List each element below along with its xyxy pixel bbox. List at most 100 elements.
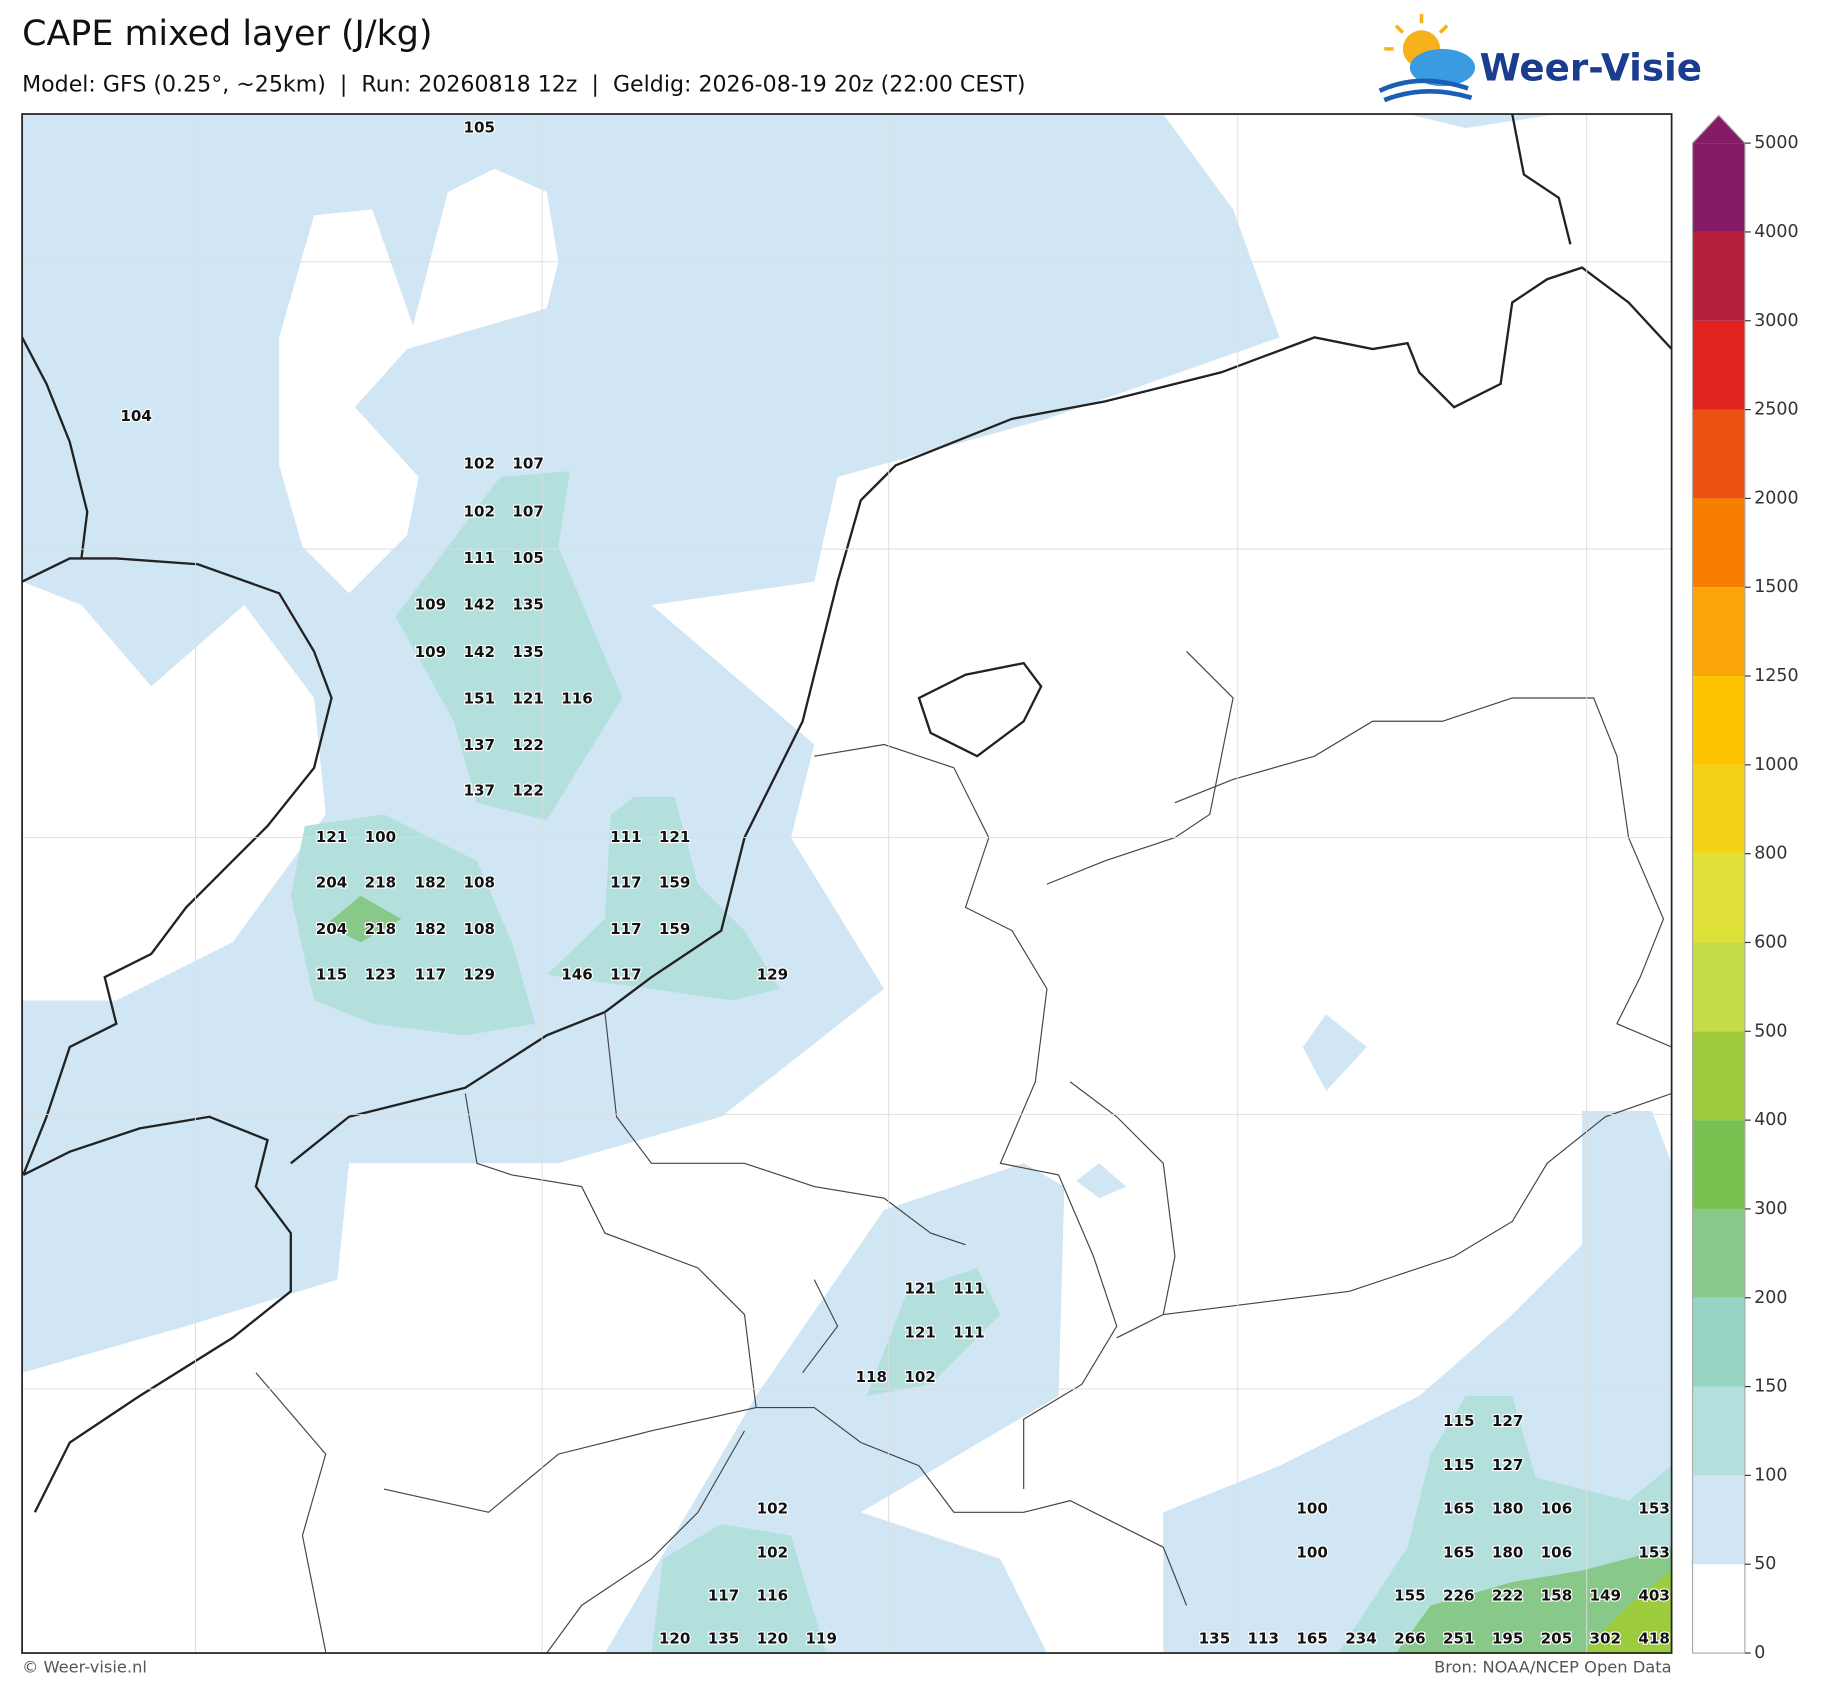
colorbar-label: 600 xyxy=(1754,932,1787,952)
value-label: 151 xyxy=(463,690,495,708)
colorbar-segment xyxy=(1692,1120,1745,1209)
value-label: 107 xyxy=(512,455,544,473)
value-label: 102 xyxy=(463,502,495,520)
value-label: 142 xyxy=(463,595,495,613)
value-label: 182 xyxy=(415,920,447,938)
map-frame xyxy=(21,113,1673,1654)
value-label: 115 xyxy=(316,965,348,983)
colorbar-segment xyxy=(1692,231,1745,321)
colorbar-label: 4000 xyxy=(1754,222,1798,242)
value-label: 108 xyxy=(463,920,495,938)
map: 105 104 102 107 102 107 111 105 109 142 135 109 142 1… xyxy=(22,114,1672,1654)
value-label: 121 xyxy=(904,1279,936,1297)
value-label: 165 xyxy=(1296,1630,1328,1648)
value-label: 100 xyxy=(1296,1544,1328,1562)
value-label: 116 xyxy=(561,690,593,708)
value-label: 180 xyxy=(1492,1499,1524,1517)
footer-left: © Weer-visie.nl xyxy=(22,1658,147,1677)
value-label: 117 xyxy=(610,873,642,891)
value-label: 195 xyxy=(1492,1630,1524,1648)
value-label: 123 xyxy=(365,965,397,983)
colorbar-label: 2500 xyxy=(1754,400,1798,420)
value-label: 102 xyxy=(904,1368,936,1386)
colorbar-segment xyxy=(1692,587,1745,677)
value-label: 127 xyxy=(1492,1412,1524,1430)
colorbar-segment xyxy=(1692,1386,1745,1476)
logo: Weer-Visie xyxy=(1378,13,1702,103)
colorbar-label: 0 xyxy=(1754,1643,1765,1663)
colorbar-label: 3000 xyxy=(1754,311,1798,331)
value-label: 119 xyxy=(805,1630,837,1648)
colorbar-extension xyxy=(1692,115,1745,144)
value-label: 218 xyxy=(365,920,397,938)
value-label: 122 xyxy=(512,782,544,800)
value-label: 108 xyxy=(463,873,495,891)
value-label: 218 xyxy=(365,873,397,891)
value-label: 180 xyxy=(1492,1544,1524,1562)
value-label: 142 xyxy=(463,643,495,661)
colorbar-label: 150 xyxy=(1754,1377,1787,1397)
footer-right: Bron: NOAA/NCEP Open Data xyxy=(1434,1658,1672,1677)
value-label: 121 xyxy=(904,1324,936,1342)
value-label: 205 xyxy=(1541,1630,1573,1648)
value-label: 149 xyxy=(1590,1587,1622,1605)
value-label: 129 xyxy=(757,965,789,983)
value-label: 115 xyxy=(1443,1412,1475,1430)
colorbar: 0 50 100 150 200 300 400 500 600 800 1000 1250 1500 2… xyxy=(1691,114,1799,1663)
colorbar-outline xyxy=(1691,114,1746,1654)
colorbar-segment xyxy=(1692,320,1745,410)
value-label: 121 xyxy=(659,828,691,846)
value-label: 102 xyxy=(757,1499,789,1517)
colorbar-segment xyxy=(1692,1031,1745,1121)
logo-text: Weer-Visie xyxy=(1480,45,1702,89)
value-label: 121 xyxy=(512,690,544,708)
colorbar-segment xyxy=(1692,942,1745,1032)
colorbar-label: 50 xyxy=(1754,1554,1776,1574)
value-label: 118 xyxy=(856,1368,888,1386)
value-label: 100 xyxy=(365,828,397,846)
value-label: 153 xyxy=(1638,1544,1670,1562)
value-label: 111 xyxy=(463,549,495,567)
value-label: 135 xyxy=(1199,1630,1231,1648)
value-label: 100 xyxy=(1296,1499,1328,1517)
colorbar-label: 1500 xyxy=(1754,577,1798,597)
value-label: 127 xyxy=(1492,1456,1524,1474)
colorbar-label: 500 xyxy=(1754,1021,1787,1041)
value-label: 102 xyxy=(463,455,495,473)
value-label: 266 xyxy=(1394,1630,1426,1648)
colorbar-label: 1250 xyxy=(1754,666,1798,686)
value-label: 105 xyxy=(512,549,544,567)
value-label: 165 xyxy=(1443,1499,1475,1517)
value-label: 117 xyxy=(708,1587,740,1605)
value-label: 204 xyxy=(316,873,348,891)
value-label: 111 xyxy=(953,1279,985,1297)
value-label: 159 xyxy=(659,920,691,938)
value-label: 135 xyxy=(512,643,544,661)
colorbar-segment xyxy=(1692,498,1745,588)
value-label: 135 xyxy=(512,595,544,613)
value-label: 121 xyxy=(316,828,348,846)
colorbar-segment xyxy=(1692,409,1745,499)
colorbar-label: 200 xyxy=(1754,1288,1787,1308)
value-label: 122 xyxy=(512,736,544,754)
colorbar-segment xyxy=(1692,676,1745,765)
value-label: 204 xyxy=(316,920,348,938)
value-label: 418 xyxy=(1638,1630,1670,1648)
value-label: 137 xyxy=(463,736,495,754)
value-label: 158 xyxy=(1541,1587,1573,1605)
colorbar-segment xyxy=(1692,143,1745,232)
value-label: 106 xyxy=(1541,1544,1573,1562)
value-label: 182 xyxy=(415,873,447,891)
value-label: 113 xyxy=(1248,1630,1280,1648)
value-label: 105 xyxy=(463,119,495,137)
value-label: 234 xyxy=(1345,1630,1377,1648)
colorbar-segment xyxy=(1692,1208,1745,1298)
value-label: 302 xyxy=(1590,1630,1622,1648)
value-label: 111 xyxy=(953,1324,985,1342)
colorbar-label: 1000 xyxy=(1754,755,1798,775)
value-label: 115 xyxy=(1443,1456,1475,1474)
value-label: 109 xyxy=(415,595,447,613)
colorbar-label: 400 xyxy=(1754,1110,1787,1130)
colorbar-label: 100 xyxy=(1754,1465,1787,1485)
